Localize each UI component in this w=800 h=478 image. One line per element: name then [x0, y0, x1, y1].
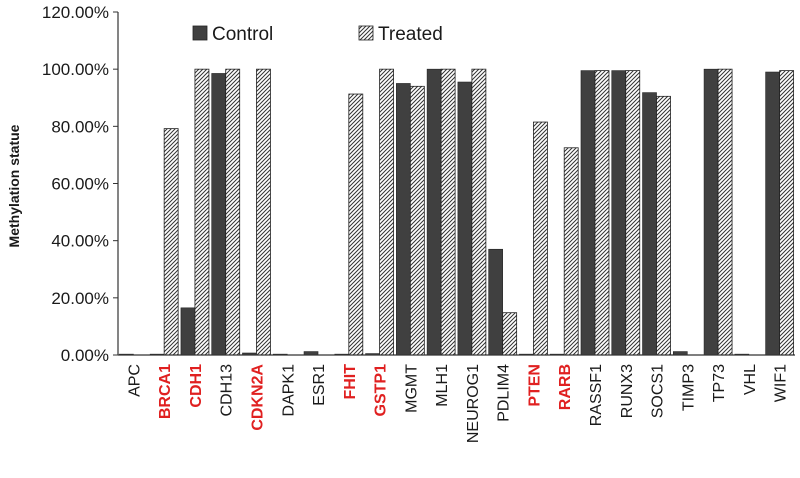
- bar-control-wif1: [765, 71, 780, 356]
- x-category-label: SOCS1: [650, 364, 667, 418]
- x-category-label: WIF1: [773, 364, 790, 402]
- bar-treated-tp73: [717, 68, 733, 356]
- x-category-label: GSTP1: [373, 364, 390, 417]
- bar-treated-brca1: [163, 128, 179, 356]
- bar-control-mlh1: [426, 68, 442, 356]
- bar-control-socs1: [642, 92, 657, 356]
- legend: Control Treated: [192, 24, 443, 45]
- bar-treated-socs1: [656, 95, 671, 356]
- bar-treated-rassf1: [594, 70, 610, 356]
- y-tick-label: 120.00%: [42, 3, 109, 22]
- y-tick-label: 40.00%: [51, 232, 109, 251]
- bar-treated-rarb: [563, 147, 579, 356]
- x-category-label: RARB: [557, 364, 574, 410]
- bar-treated-neurog1: [471, 68, 487, 356]
- bar-treated-cdkn2a: [256, 68, 271, 356]
- y-tick-label: 60.00%: [51, 175, 109, 194]
- legend-label-control: Control: [212, 24, 273, 45]
- x-category-label: BRCA1: [157, 364, 174, 419]
- x-category-label: RASSF1: [588, 364, 605, 426]
- legend-label-treated: Treated: [378, 24, 443, 45]
- legend-swatch-control: [192, 25, 208, 41]
- y-tick-label: 20.00%: [51, 289, 109, 308]
- bar-treated-cdh1: [194, 68, 210, 356]
- bar-control-cdh1: [180, 307, 196, 356]
- bar-control-tp73: [703, 68, 719, 356]
- x-category-label: MLH1: [434, 364, 451, 407]
- x-category-label: APC: [126, 364, 143, 397]
- y-tick-label: 100.00%: [42, 60, 109, 79]
- x-category-label: DAPK1: [280, 364, 297, 417]
- x-category-label: RUNX3: [619, 364, 636, 418]
- x-category-label: PTEN: [526, 364, 543, 407]
- legend-swatch-treated: [358, 25, 374, 41]
- bar-control-rassf1: [580, 70, 596, 356]
- bar-treated-mgmt: [409, 85, 425, 356]
- x-category-label: CDH13: [219, 364, 236, 417]
- x-category-label: TP73: [711, 364, 728, 402]
- y-tick-label: 80.00%: [51, 117, 109, 136]
- bar-control-pdlim4: [488, 248, 503, 356]
- x-category-label: TIMP3: [680, 364, 697, 411]
- x-category-label: CDKN2A: [249, 364, 266, 431]
- y-axis-title: Methylation statue: [6, 124, 22, 247]
- bar-treated-mlh1: [440, 68, 456, 356]
- bar-treated-wif1: [779, 70, 795, 356]
- y-tick-label: 0.00%: [61, 346, 109, 365]
- bar-treated-gstp1: [379, 68, 394, 356]
- bar-control-runx3: [611, 70, 627, 356]
- x-category-label: MGMT: [403, 364, 420, 413]
- bar-control-neurog1: [457, 81, 473, 356]
- bar-treated-cdh13: [225, 68, 241, 356]
- x-category-label: PDLIM4: [496, 364, 513, 422]
- x-category-label: CDH1: [188, 364, 205, 408]
- x-category-label: FHIT: [342, 364, 359, 400]
- bar-control-cdh13: [211, 73, 227, 356]
- bar-treated-fhit: [348, 93, 364, 356]
- x-category-label: NEUROG1: [465, 364, 482, 443]
- bar-control-mgmt: [396, 83, 411, 356]
- bar-treated-pdlim4: [502, 312, 518, 356]
- x-category-label: VHL: [742, 364, 759, 395]
- x-category-label: ESR1: [311, 364, 328, 406]
- bar-treated-pten: [533, 121, 548, 356]
- bar-treated-runx3: [625, 70, 641, 356]
